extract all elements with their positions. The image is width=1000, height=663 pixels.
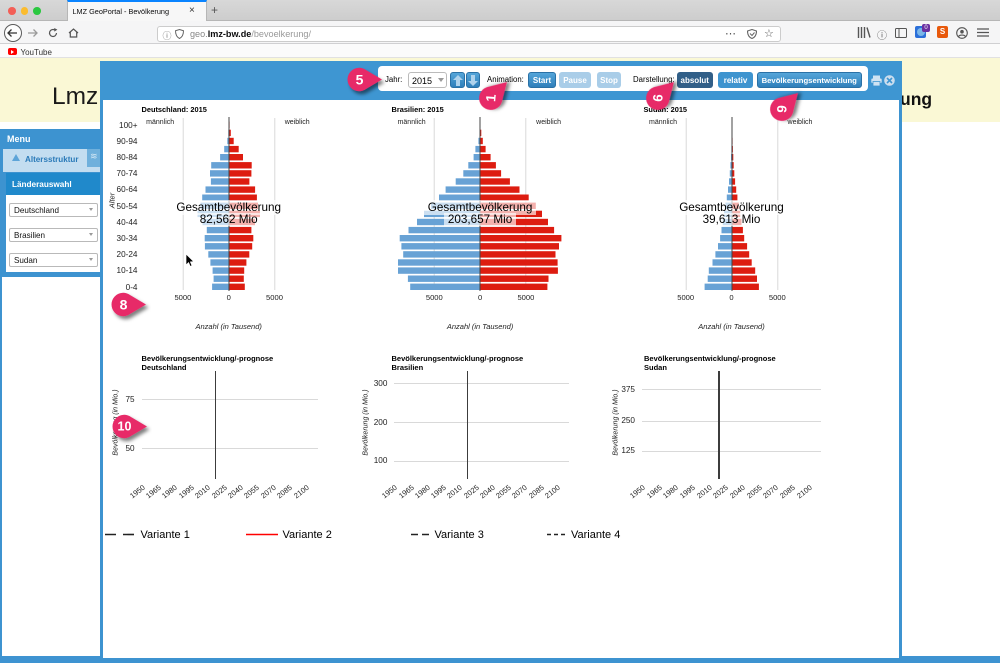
- svg-text:9: 9: [774, 104, 790, 113]
- svg-text:1: 1: [483, 93, 499, 102]
- svg-text:8: 8: [119, 297, 127, 313]
- svg-text:10: 10: [117, 420, 131, 434]
- svg-text:6: 6: [651, 93, 667, 102]
- svg-text:5: 5: [355, 72, 363, 88]
